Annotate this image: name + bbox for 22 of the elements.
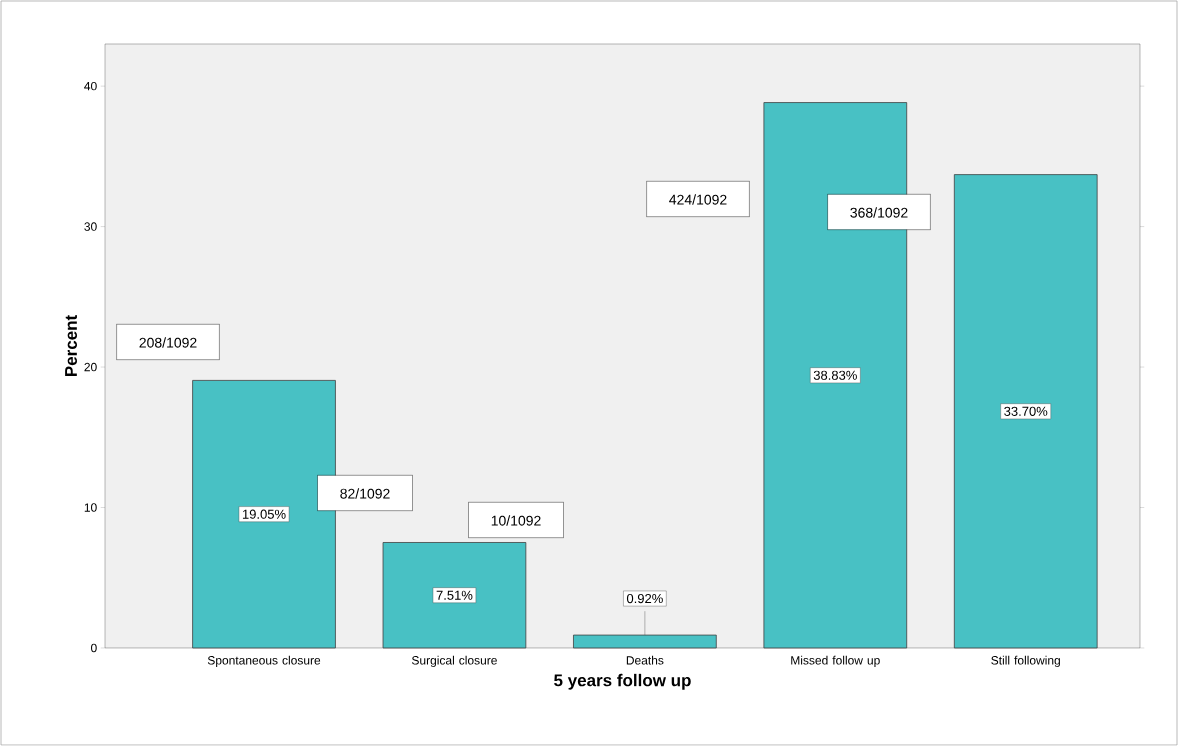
y-tick-label: 40 [84,81,97,91]
y-tick-label: 10 [84,503,97,512]
y-tick-label: 30 [84,222,97,231]
x-tick-label: Deaths [626,655,664,665]
data-label: 0.92% [626,593,663,604]
y-tick-label: 0 [91,643,97,653]
annotation: 10/1092 [491,515,541,526]
annotation: 208/1092 [139,337,197,348]
x-axis-title: 5 years follow up [554,673,691,690]
annotation: 424/1092 [669,194,727,205]
annotation: 82/1092 [340,488,390,499]
y-axis-title: Percent [65,315,77,377]
data-label: 7.51% [436,590,473,600]
x-tick-label: Missed follow up [791,655,880,667]
x-tick-label: Spontaneous closure [207,655,321,667]
x-tick-label: Surgical closure [411,655,497,667]
data-label: 19.05% [242,509,286,519]
data-label: 38.83% [813,370,857,380]
annotation: 368/1092 [850,207,908,218]
y-tick-label: 20 [84,362,97,372]
x-tick-label: Still following [991,655,1060,667]
data-label: 33.70% [1004,406,1048,416]
